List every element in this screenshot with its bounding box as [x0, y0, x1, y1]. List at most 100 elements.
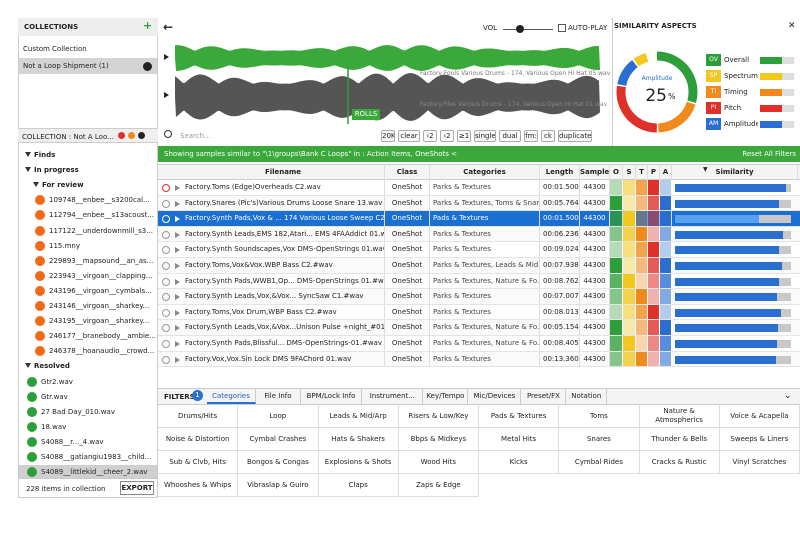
filter-category[interactable]: Toms: [559, 405, 640, 428]
autoplay-check[interactable]: [558, 24, 566, 32]
filter-button[interactable]: dual: [499, 130, 521, 142]
table-row[interactable]: Factory.Synth Pads,Blissful... DMS-OpenS…: [158, 336, 800, 352]
reset-filters[interactable]: Reset All Filters: [742, 150, 796, 158]
filter-category[interactable]: Risers & Low/Key: [398, 405, 479, 428]
table-row[interactable]: Factory.Vox,Vox.Sin Lock DMS 9FAChord 01…: [158, 351, 800, 368]
filter-category[interactable]: Vibraslap & Guiro: [238, 474, 319, 497]
filter-category[interactable]: Pads & Textures: [479, 405, 560, 428]
add-collection[interactable]: +: [143, 19, 153, 32]
tree-item[interactable]: 246378__hoanaudio__crowd...: [19, 344, 157, 358]
tree-item[interactable]: Gtr2.wav: [19, 375, 157, 389]
filter-category[interactable]: Snares: [559, 428, 640, 451]
collapse[interactable]: ⌄: [784, 391, 792, 401]
filter-tab[interactable]: Key/Tempo: [424, 389, 469, 404]
filter-category[interactable]: Explosions & Shots: [318, 451, 399, 474]
filter-button[interactable]: ‹2: [423, 130, 437, 142]
filter-category[interactable]: Wood Hits: [398, 451, 479, 474]
filter-button[interactable]: ck: [541, 130, 555, 142]
filter-category[interactable]: Cymbal Crashes: [238, 428, 319, 451]
tree-item[interactable]: 115.mny: [19, 239, 157, 253]
vol-knob[interactable]: [516, 25, 524, 33]
table-row[interactable]: Factory.Synth Leads,Vox,&Vox... SyncSaw …: [158, 289, 800, 305]
filter-category[interactable]: Cracks & Rustic: [639, 451, 720, 474]
tree-item[interactable]: 27 Bad Day_010.wav: [19, 405, 157, 419]
filter-button[interactable]: clear: [398, 130, 420, 142]
filter-button[interactable]: duplicates: [558, 130, 592, 142]
filter-tab[interactable]: File Info: [256, 389, 301, 404]
column-header[interactable]: T: [636, 164, 648, 180]
column-header[interactable]: A: [660, 164, 672, 180]
column-header[interactable]: Class: [385, 164, 430, 180]
filter-tab[interactable]: Mic/Devices: [468, 389, 522, 404]
filter-button[interactable]: fm:: [524, 130, 538, 142]
tree-item[interactable]: S4088__r..._4.wav: [19, 435, 157, 449]
filter-category[interactable]: Sub & Clvb, Hits: [158, 451, 239, 474]
table-row[interactable]: Factory.Toms (Edge)Overheads C2.wav OneSh…: [158, 180, 800, 196]
filter-category[interactable]: Voice & Acapella: [719, 405, 800, 428]
table-row[interactable]: Factory.Synth Soundscapes,Vox DMS-OpenSt…: [158, 242, 800, 258]
search-input[interactable]: Search...: [180, 132, 211, 140]
filter-button[interactable]: 20K: [381, 130, 395, 142]
table-row[interactable]: Factory.Synth Pads,WWB1,Op... DMS-OpenSt…: [158, 273, 800, 290]
tree-item[interactable]: For review: [19, 178, 157, 192]
filter-category[interactable]: Whooshes & Whips: [158, 474, 239, 497]
filter-category[interactable]: Zaps & Edge: [398, 474, 479, 497]
filter-tab[interactable]: BPM/Lock Info: [301, 389, 363, 404]
tree-item[interactable]: 109748__enbee__s3200cal...: [19, 193, 157, 207]
column-header[interactable]: Similarity: [672, 164, 798, 180]
filter-category[interactable]: Metal Hits: [479, 428, 560, 451]
filter-category[interactable]: Leads & Mid/Arp: [318, 405, 399, 428]
filter-button[interactable]: ‹2: [440, 130, 454, 142]
filter-button[interactable]: single: [474, 130, 496, 142]
filter-button[interactable]: ≥1: [457, 130, 471, 142]
table-row[interactable]: Factory.Toms,Vox Drum,WBP Bass C2.#wav On…: [158, 304, 800, 321]
tree-item[interactable]: S4089__littlekid__cheer_2.wav: [19, 465, 157, 480]
export-button[interactable]: EXPORT: [120, 481, 154, 495]
table-row[interactable]: Factory.Toms,Vox&Vox.WBP Bass C2.#wav One…: [158, 258, 800, 274]
filter-category[interactable]: Drums/Hits: [158, 405, 239, 428]
collection-item[interactable]: Custom Collection: [23, 45, 87, 53]
tree-item[interactable]: 18.wav: [19, 420, 157, 434]
filter-category[interactable]: Claps: [318, 474, 399, 497]
filter-category[interactable]: Bbps & Midkeys: [398, 428, 479, 451]
tree-item[interactable]: Resolved: [19, 359, 157, 373]
tree-item[interactable]: 229893__mapsound__an_as...: [19, 254, 157, 268]
column-header[interactable]: Samples: [580, 164, 610, 180]
tree-item[interactable]: Finds: [19, 148, 157, 162]
tree-item[interactable]: 243195__virgoan__sharkey...: [19, 314, 157, 328]
tree-item[interactable]: 243196__virgoan__cymbals...: [19, 284, 157, 298]
column-header[interactable]: S: [623, 164, 636, 180]
tree-item[interactable]: Gtr.wav: [19, 390, 157, 404]
filter-tab[interactable]: Instrument...: [362, 389, 424, 404]
table-row[interactable]: Factory.Synth Leads,EMS 182,Atari... EMS…: [158, 226, 800, 243]
tree-item[interactable]: In progress: [19, 163, 157, 177]
table-row[interactable]: Factory.Snares (Pic's)Various Drums Loos…: [158, 195, 800, 212]
tree-item[interactable]: 243146__virgoan__sharkey...: [19, 299, 157, 313]
filter-category[interactable]: Kicks: [479, 451, 560, 474]
table-row[interactable]: Factory.Synth Pads,Vox & ... 174 Various…: [158, 211, 800, 227]
back-arrow[interactable]: ←: [163, 22, 174, 34]
column-header[interactable]: O: [610, 164, 623, 180]
column-header[interactable]: P: [648, 164, 660, 180]
tree-item[interactable]: 246177__branebody__ambie...: [19, 329, 157, 343]
filter-category[interactable]: Cymbal Rides: [559, 451, 640, 474]
column-header[interactable]: Filename: [182, 164, 385, 180]
filter-tab[interactable]: Preset/FX: [522, 389, 567, 404]
column-header[interactable]: Categories: [430, 164, 540, 180]
tree-item[interactable]: 223943__virgoan__clapping...: [19, 269, 157, 283]
filter-category[interactable]: Vinyl Scratches: [719, 451, 800, 474]
filter-category[interactable]: Thunder & Bells: [639, 428, 720, 451]
filter-category[interactable]: Loop: [238, 405, 319, 428]
table-row[interactable]: Factory.Synth Leads,Vox,&Vox...Unison Pu…: [158, 320, 800, 336]
filter-tab[interactable]: Notation: [566, 389, 608, 404]
close[interactable]: ✕: [788, 21, 796, 31]
collection-item[interactable]: Not a Loop Shipment (1): [19, 58, 157, 74]
tree-item[interactable]: 112794__enbee__s13acoust...: [19, 208, 157, 222]
filter-category[interactable]: Bongos & Congas: [238, 451, 319, 474]
filter-tab[interactable]: Categories: [207, 389, 256, 404]
tree-item[interactable]: S4088__gatiangiu1983__child...: [19, 450, 157, 464]
column-header[interactable]: Length: [540, 164, 580, 180]
filter-category[interactable]: Noise & Distortion: [158, 428, 239, 451]
filter-category[interactable]: Nature & Atmospherics: [639, 405, 720, 428]
filter-category[interactable]: Sweeps & Liners: [719, 428, 800, 451]
